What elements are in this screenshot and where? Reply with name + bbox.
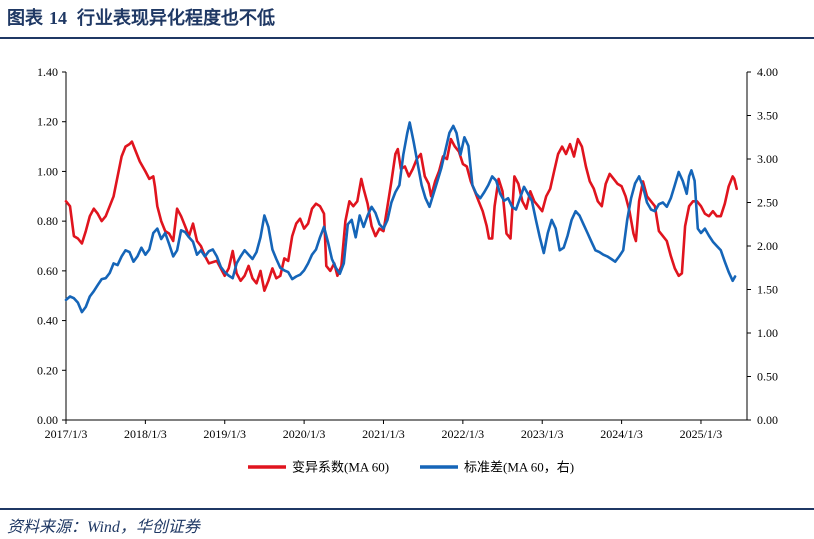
figure-label: 图表 — [7, 8, 43, 28]
axes — [62, 71, 751, 424]
line-chart: 0.00 0.20 0.40 0.60 0.80 1.00 1.20 1.40 0.00 0.50… — [37, 65, 778, 475]
figure-title: 行业表现异化程度也不低 — [77, 8, 275, 28]
x-tick-label: 2018/1/3 — [124, 427, 167, 441]
y-right-tick-label: 4.00 — [757, 65, 778, 79]
y-left-tick-label: 0.40 — [37, 314, 58, 328]
y-left-tick-label: 0.60 — [37, 264, 58, 278]
y-right-tick-label: 2.00 — [757, 239, 778, 253]
top-divider — [0, 37, 814, 39]
y-right-tick-label: 0.00 — [757, 413, 778, 427]
x-tick-label: 2024/1/3 — [600, 427, 643, 441]
y-left-tick-label: 0.20 — [37, 363, 58, 377]
source-note: 资料来源：Wind，华创证券 — [7, 519, 200, 536]
y-right-tick-label: 2.50 — [757, 196, 778, 210]
y-right-tick-label: 0.50 — [757, 370, 778, 384]
x-tick-label: 2020/1/3 — [283, 427, 326, 441]
y-left-tick-label: 1.00 — [37, 164, 58, 178]
figure-number: 14 — [49, 8, 67, 28]
y-left-tick-label: 1.40 — [37, 65, 58, 79]
series-line-coefficient-of-variation — [64, 137, 738, 292]
y-right-tick-label: 3.50 — [757, 109, 778, 123]
y-right-tick-label: 1.00 — [757, 326, 778, 340]
x-tick-label: 2021/1/3 — [362, 427, 405, 441]
series-line-standard-deviation — [64, 121, 737, 314]
x-tick-label: 2019/1/3 — [203, 427, 246, 441]
legend-label-standard-deviation: 标准差(MA 60，右) — [464, 460, 574, 475]
y-left-tick-label: 1.20 — [37, 115, 58, 129]
legend-label-coefficient-of-variation: 变异系数(MA 60) — [292, 460, 389, 475]
x-tick-label: 2023/1/3 — [521, 427, 564, 441]
y-right-tick-label: 3.00 — [757, 152, 778, 166]
y-left-tick-label: 0.80 — [37, 214, 58, 228]
bottom-divider — [0, 508, 814, 510]
tick-labels: 0.00 0.20 0.40 0.60 0.80 1.00 1.20 1.40 0.00 0.50… — [37, 65, 778, 441]
legend: 变异系数(MA 60) 标准差(MA 60，右) — [248, 460, 574, 475]
series-layer — [64, 121, 738, 314]
x-tick-label: 2022/1/3 — [442, 427, 485, 441]
y-right-tick-label: 1.50 — [757, 283, 778, 297]
x-tick-label: 2025/1/3 — [680, 427, 723, 441]
x-tick-label: 2017/1/3 — [45, 427, 88, 441]
chart-title: 图表 14 行业表现异化程度也不低 — [7, 4, 275, 30]
y-left-tick-label: 0.00 — [37, 413, 58, 427]
